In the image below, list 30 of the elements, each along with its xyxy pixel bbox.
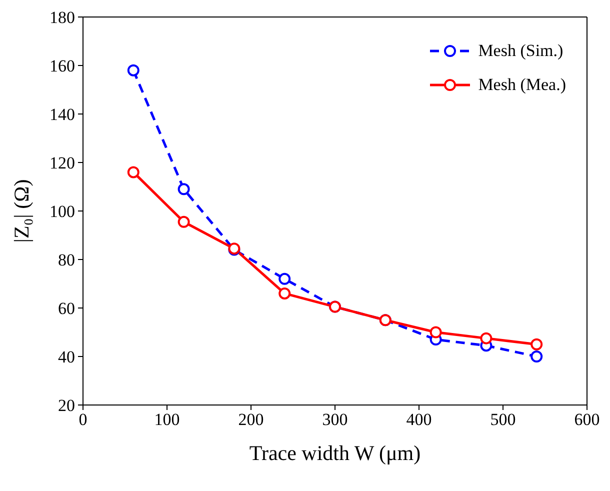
y-tick-label: 160 (50, 56, 75, 76)
point (178, 183, 190, 196)
x-tick-label: 0 (78, 410, 88, 430)
legend-label: Mesh (Mea.) (478, 74, 566, 96)
point (430, 326, 442, 338)
point (127, 64, 140, 76)
point (530, 338, 543, 350)
x-tick-label: 100 (154, 410, 180, 430)
y-tick-label: 80 (58, 250, 75, 270)
x-tick-label: 600 (574, 410, 600, 430)
x-tick-label: 200 (238, 410, 264, 430)
point (278, 272, 291, 285)
y-tick-label: 140 (50, 105, 75, 124)
y-tick-label: 20 (58, 396, 75, 416)
point (278, 287, 291, 300)
legend-label: Mesh (Sim.) (478, 40, 564, 62)
y-axis-title: |Z₀| (Ω) (9, 179, 34, 243)
y-tick-label: 100 (50, 202, 75, 222)
point (127, 166, 140, 178)
x-tick-label: 300 (322, 410, 348, 430)
y-tick-label: 60 (58, 299, 75, 318)
x-tick-label: 500 (490, 410, 516, 430)
point (530, 350, 543, 362)
x-axis-title: Trace width W (μm) (249, 440, 421, 465)
y-tick-label: 180 (50, 8, 75, 28)
y-tick-label: 40 (58, 348, 75, 367)
x-tick-label: 400 (406, 410, 432, 430)
point (178, 216, 190, 228)
point (480, 332, 492, 344)
y-tick-label: 120 (50, 154, 75, 173)
